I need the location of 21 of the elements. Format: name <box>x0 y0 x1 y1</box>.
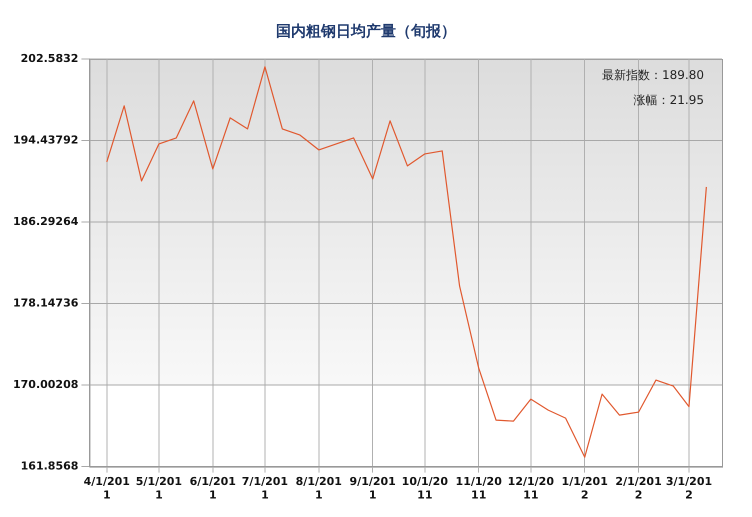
x-tick-label: 3/1/2012 <box>666 475 712 502</box>
x-tick-label: 12/1/2011 <box>508 475 554 502</box>
x-tick-label: 11/1/2011 <box>456 475 502 502</box>
chart-title: 国内粗钢日均产量（旬报） <box>276 22 456 40</box>
x-tick-label: 8/1/2011 <box>296 475 342 502</box>
annotation: 涨幅：21.95 <box>634 93 704 108</box>
x-tick-label: 6/1/2011 <box>190 475 236 502</box>
y-tick-label: 194.43792 <box>12 133 78 146</box>
y-tick-label: 186.29264 <box>12 214 79 228</box>
y-tick-label: 170.00208 <box>12 378 78 391</box>
annotation: 最新指数：189.80 <box>602 68 704 82</box>
y-tick-label: 202.5832 <box>20 52 78 65</box>
x-tick-label: 1/1/2012 <box>562 475 608 502</box>
x-tick-label: 5/1/2011 <box>136 475 182 502</box>
x-tick-label: 7/1/2011 <box>242 475 288 502</box>
x-tick-label: 2/1/2012 <box>615 475 662 502</box>
x-tick-label: 4/1/2011 <box>84 475 130 502</box>
y-tick-label: 178.14736 <box>12 296 79 310</box>
x-tick-label: 9/1/2011 <box>350 475 396 502</box>
y-tick-label: 161.8568 <box>20 459 78 472</box>
x-tick-label: 10/1/2011 <box>402 475 448 502</box>
